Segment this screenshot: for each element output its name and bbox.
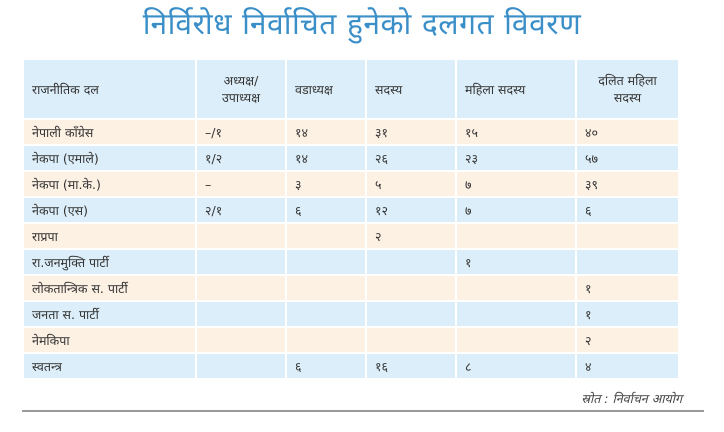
party-name-cell: नेमकिपा: [24, 328, 195, 352]
table-cell: [287, 250, 365, 274]
header-women-member: महिला सदस्य: [457, 60, 575, 118]
header-party: राजनीतिक दल: [24, 60, 195, 118]
source-note: स्रोत : निर्वाचन आयोग: [581, 391, 682, 406]
table-cell: ३१: [367, 120, 455, 144]
table-cell: –/१: [197, 120, 285, 144]
table-cell: [577, 224, 678, 248]
table-row: लोकतान्त्रिक स. पार्टी १: [24, 276, 678, 300]
table-cell: २३: [457, 146, 575, 170]
table-cell: १: [457, 250, 575, 274]
table-cell: [367, 250, 455, 274]
bottom-divider: [22, 410, 704, 412]
party-name-cell: स्वतन्त्र: [24, 354, 195, 378]
table-cell: ८: [457, 354, 575, 378]
table-cell: [197, 354, 285, 378]
table-cell: –: [197, 172, 285, 196]
table-cell: ४: [577, 354, 678, 378]
table-cell: [287, 276, 365, 300]
header-row: राजनीतिक दल अध्यक्ष/ उपाध्यक्ष वडाध्यक्ष…: [24, 60, 678, 118]
header-chair: अध्यक्ष/ उपाध्यक्ष: [197, 60, 285, 118]
table-cell: [197, 224, 285, 248]
table-cell: ६: [287, 354, 365, 378]
table-row: स्वतन्त्र ६ १६ ८ ४: [24, 354, 678, 378]
table-cell: ६: [577, 198, 678, 222]
table-cell: ५: [367, 172, 455, 196]
party-name-cell: राप्रपा: [24, 224, 195, 248]
table-cell: ३९: [577, 172, 678, 196]
party-table: राजनीतिक दल अध्यक्ष/ उपाध्यक्ष वडाध्यक्ष…: [22, 58, 680, 380]
table-cell: ६: [287, 198, 365, 222]
table-cell: १४: [287, 120, 365, 144]
page-title: निर्विरोध निर्वाचित हुनेको दलगत विवरण: [142, 7, 582, 42]
table-cell: २: [367, 224, 455, 248]
party-name-cell: नेकपा (एस): [24, 198, 195, 222]
table-cell: १/२: [197, 146, 285, 170]
table-cell: [457, 302, 575, 326]
header-dalit-women-member: दलित महिला सदस्य: [577, 60, 678, 118]
table-cell: [457, 328, 575, 352]
table-cell: १२: [367, 198, 455, 222]
table-cell: [197, 276, 285, 300]
table-cell: १५: [457, 120, 575, 144]
table-row: जनता स. पार्टी १: [24, 302, 678, 326]
table-cell: ५७: [577, 146, 678, 170]
party-name-cell: नेकपा (एमाले): [24, 146, 195, 170]
table-cell: १४: [287, 146, 365, 170]
party-name-cell: नेपाली काँग्रेस: [24, 120, 195, 144]
party-name-cell: रा.जनमुक्ति पार्टी: [24, 250, 195, 274]
table-cell: [287, 328, 365, 352]
table-cell: [367, 276, 455, 300]
table-cell: ३: [287, 172, 365, 196]
table-cell: ४०: [577, 120, 678, 144]
party-name-cell: नेकपा (मा.के.): [24, 172, 195, 196]
table-cell: [577, 250, 678, 274]
table-cell: १: [577, 276, 678, 300]
table-cell: १६: [367, 354, 455, 378]
table-cell: ७: [457, 198, 575, 222]
party-name-cell: जनता स. पार्टी: [24, 302, 195, 326]
table-row: नेकपा (एस) २/१ ६ १२ ७ ६: [24, 198, 678, 222]
table-cell: २: [577, 328, 678, 352]
table-cell: [197, 250, 285, 274]
table-cell: १: [577, 302, 678, 326]
table-row: नेकपा (मा.के.) –३ ५ ७ ३९: [24, 172, 678, 196]
table-cell: [287, 224, 365, 248]
table-row: रा.जनमुक्ति पार्टी १: [24, 250, 678, 274]
party-name-cell: लोकतान्त्रिक स. पार्टी: [24, 276, 195, 300]
table-row: नेमकिपा २: [24, 328, 678, 352]
header-ward-chair: वडाध्यक्ष: [287, 60, 365, 118]
table-row: राप्रपा २: [24, 224, 678, 248]
table-cell: [457, 224, 575, 248]
table-cell: २/१: [197, 198, 285, 222]
table-cell: [367, 302, 455, 326]
header-member: सदस्य: [367, 60, 455, 118]
table-cell: [367, 328, 455, 352]
table-cell: ७: [457, 172, 575, 196]
table-row: नेपाली काँग्रेस –/१ १४ ३१ १५ ४०: [24, 120, 678, 144]
table-cell: [197, 302, 285, 326]
table-cell: [287, 302, 365, 326]
table-row: नेकपा (एमाले) १/२ १४ २६ २३ ५७: [24, 146, 678, 170]
table-cell: [197, 328, 285, 352]
table-cell: [457, 276, 575, 300]
table-cell: २६: [367, 146, 455, 170]
